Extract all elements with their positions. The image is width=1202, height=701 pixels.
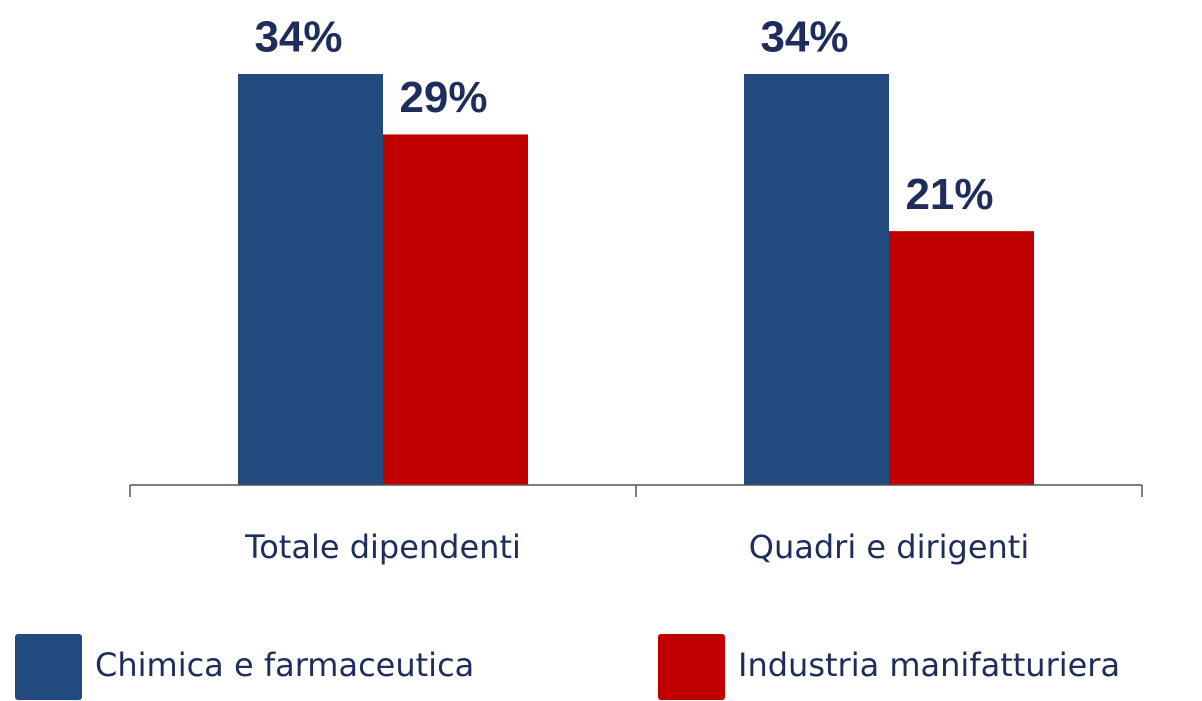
value-label: 34% [254,13,342,62]
bar [744,74,889,485]
legend-label: Industria manifatturiera [738,646,1120,684]
x-tick-label: Quadri e dirigenti [749,528,1029,566]
value-label: 21% [905,170,993,219]
legend-swatch [658,634,725,700]
value-label: 29% [399,73,487,122]
bar [383,134,528,486]
legend-swatch [15,634,82,700]
legend-label: Chimica e farmaceutica [95,646,474,684]
value-label: 34% [760,13,848,62]
bar [889,231,1034,485]
x-tick-label: Totale dipendenti [244,528,521,566]
bar [238,74,383,485]
